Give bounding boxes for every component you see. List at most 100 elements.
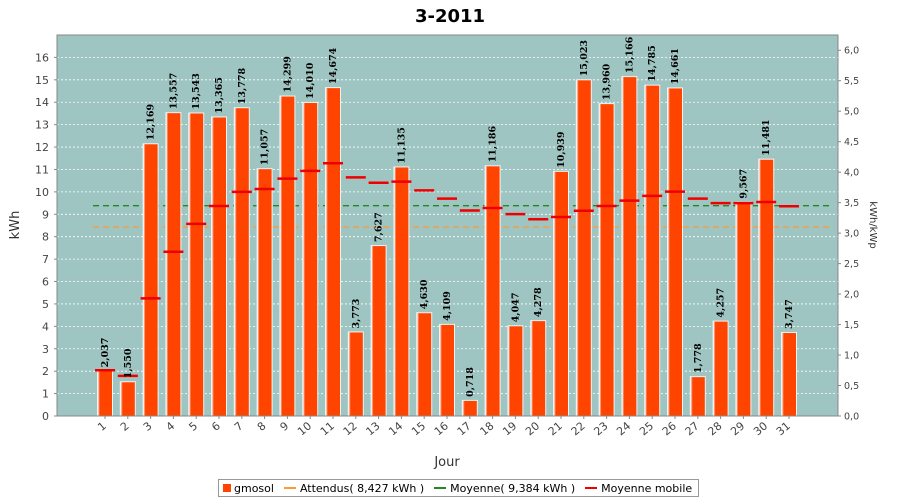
y-tick-label: 0 [42,410,49,423]
x-tick-label: 5 [186,419,200,433]
bar [463,400,477,416]
data-label: 7,627 [374,212,385,242]
data-label: 13,960 [602,63,613,100]
data-label: 15,023 [579,40,590,76]
y-tick-label: 11 [35,163,49,176]
legend-swatch-moyenne-mobile [585,487,598,489]
x-tick-label: 3 [141,419,155,433]
data-label: 11,057 [260,129,271,165]
y-tick-label: 10 [35,186,49,199]
data-label: 13,543 [191,73,202,109]
y-right-tick-label: 2,0 [844,290,859,301]
x-tick-label: 29 [728,419,747,438]
y-right-tick-label: 2,5 [844,259,859,270]
y-axis-label: kWh [8,211,23,240]
x-tick-label: 8 [255,419,269,433]
legend-label-moyenne: Moyenne( 9,384 kWh ) [450,481,576,495]
data-label: 14,010 [305,62,316,99]
y-tick-label: 15 [35,74,49,87]
x-tick-label: 31 [774,419,793,438]
x-tick-label: 13 [363,419,382,438]
data-label: 11,481 [761,119,772,155]
y-right-tick-label: 3,0 [844,229,859,240]
bar [372,246,386,416]
y-right-tick-label: 1,0 [844,351,859,362]
x-tick-label: 22 [569,419,588,438]
data-label: 2,037 [100,338,111,368]
x-tick-label: 30 [751,419,770,438]
data-label: 13,365 [214,77,225,113]
data-label: 4,109 [442,291,453,321]
x-tick-label: 24 [614,419,633,438]
bar [714,321,728,416]
x-tick-label: 6 [209,419,223,433]
data-label: 1,550 [123,348,134,378]
x-tick-label: 27 [683,419,702,438]
legend: gmosol Attendus( 8,427 kWh ) Moyenne( 9,… [218,479,700,497]
data-label: 1,778 [693,343,704,373]
y-right-tick-label: 5,5 [844,76,859,87]
x-tick-label: 1 [95,419,109,433]
x-tick-label: 9 [278,419,292,433]
y-tick-label: 16 [35,51,49,64]
data-label: 3,747 [784,299,795,329]
bar [532,321,546,416]
y-right-tick-label: 6,0 [844,46,859,57]
y-tick-label: 6 [42,276,49,289]
x-axis-label: Jour [433,455,460,470]
legend-label-gmosol: gmosol [234,481,274,495]
data-label: 14,299 [282,56,293,93]
bar [760,159,774,416]
y-tick-label: 5 [42,298,49,311]
y-right-tick-label: 0,5 [844,381,859,392]
legend-swatch-gmosol [223,484,231,492]
plot-border [56,34,839,417]
legend-item-moyenne: Moyenne( 9,384 kWh ) [434,482,575,495]
bar [304,103,318,417]
data-label: 14,785 [647,45,658,81]
y-right-tick-label: 0,0 [844,412,859,423]
x-tick-label: 15 [409,419,428,438]
x-tick-label: 12 [341,419,360,438]
data-label: 14,674 [328,47,339,84]
y-tick-label: 1 [42,388,49,401]
bar [281,96,295,416]
bar [327,88,340,417]
legend-swatch-moyenne [434,487,447,489]
data-label: 3,773 [351,299,362,329]
y-tick-label: 2 [42,365,49,378]
bar [235,108,249,417]
x-tick-label: 23 [591,419,610,438]
legend-item-attendus: Attendus( 8,427 kWh ) [283,481,425,495]
y-right-tick-label: 1,5 [844,320,859,331]
y-tick-label: 9 [42,208,49,221]
data-label: 4,047 [510,293,521,323]
bar [623,77,637,416]
bar [258,169,272,416]
bar [349,332,363,416]
x-tick-label: 10 [295,419,314,438]
data-label: 11,135 [396,127,407,163]
bar [167,113,181,417]
legend-label-attendus: Attendus( 8,427 kWh ) [299,481,425,495]
legend-label-moyenne-mobile: Moyenne mobile [601,481,693,495]
legend-item-moyenne-mobile: Moyenne mobile [585,482,692,495]
bar [441,324,454,416]
y-tick-label: 4 [42,320,49,333]
data-label: 13,778 [237,67,248,104]
data-label: 9,567 [738,169,749,199]
chart-title: 3-2011 [415,6,485,27]
bar [418,313,432,416]
bar [121,382,135,416]
x-tick-label: 21 [546,419,565,438]
x-tick-label: 11 [318,419,337,438]
x-tick-label: 4 [164,419,178,433]
y-axis-right-label: kWh/kWp [867,201,878,248]
legend-item-gmosol: gmosol [223,482,274,495]
bar [213,117,226,416]
bar [646,85,660,416]
bar [577,80,591,417]
x-tick-label: 19 [500,419,519,438]
data-label: 0,718 [465,367,476,397]
